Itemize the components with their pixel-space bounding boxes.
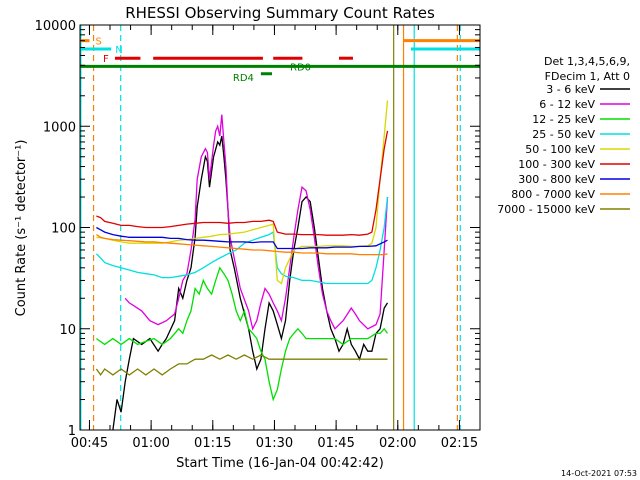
y-tick-label: 10000 bbox=[35, 19, 76, 34]
x-tick-label: 01:15 bbox=[194, 436, 231, 451]
x-tick-label: 01:30 bbox=[256, 436, 293, 451]
flag-label: RD4 bbox=[233, 73, 254, 84]
series-layer bbox=[95, 100, 389, 430]
x-axis: 00:45 01:00 01:15 01:30 01:45 02:00 02:15 bbox=[71, 25, 481, 451]
legend-entry-label: 25 - 50 keV bbox=[532, 128, 595, 141]
y-tick-label: 1 bbox=[68, 424, 76, 439]
flag-label: N bbox=[115, 45, 122, 56]
chart-title: RHESSI Observing Summary Count Rates bbox=[125, 4, 435, 22]
flag-label: F bbox=[103, 54, 109, 65]
x-tick-label: 01:45 bbox=[317, 436, 354, 451]
legend-entry-label: 300 - 800 keV bbox=[518, 173, 595, 186]
flag-label: S bbox=[95, 37, 101, 48]
legend-entry-label: 12 - 25 keV bbox=[532, 113, 595, 126]
legend: Det 1,3,4,5,6,9, FDecim 1, Att 03 - 6 keV… bbox=[497, 55, 630, 216]
y-tick-label: 100 bbox=[51, 222, 76, 237]
x-tick-label: 02:15 bbox=[441, 436, 478, 451]
x-tick-label: 00:45 bbox=[71, 436, 108, 451]
x-axis-label: Start Time (16-Jan-04 00:42:42) bbox=[176, 456, 384, 471]
series-line bbox=[96, 226, 388, 250]
y-axis-label: Count Rate (s⁻¹ detector⁻¹) bbox=[14, 140, 29, 317]
vertical-markers bbox=[80, 25, 461, 430]
series-line bbox=[96, 130, 389, 236]
legend-entry-label: 3 - 6 keV bbox=[546, 83, 595, 96]
y-tick-label: 1000 bbox=[43, 120, 76, 135]
series-line bbox=[95, 354, 388, 377]
x-tick-label: 01:00 bbox=[132, 436, 169, 451]
legend-header: FDecim 1, Att 0 bbox=[545, 70, 630, 83]
legend-entry-label: 800 - 7000 keV bbox=[511, 188, 595, 201]
series-line bbox=[96, 100, 389, 285]
x-tick-label: 02:00 bbox=[379, 436, 416, 451]
series-line bbox=[96, 266, 389, 402]
legend-entry-label: 6 - 12 keV bbox=[539, 98, 595, 111]
legend-entry-label: 100 - 300 keV bbox=[518, 158, 595, 171]
footer-date: 14-Oct-2021 07:53 bbox=[561, 469, 637, 478]
legend-header: Det 1,3,4,5,6,9, bbox=[544, 55, 630, 68]
legend-entry-label: 7000 - 15000 keV bbox=[497, 203, 595, 216]
series-line bbox=[96, 234, 388, 256]
plot-area: S NF RD0 RD4 bbox=[79, 24, 481, 431]
flag-label: RD0 bbox=[290, 62, 311, 73]
legend-entry-label: 50 - 100 keV bbox=[525, 143, 595, 156]
y-axis: 1 10 100 1000 10000 bbox=[35, 19, 480, 439]
series-line bbox=[95, 196, 389, 285]
y-tick-label: 10 bbox=[59, 323, 76, 338]
flag-overlays: S NF RD0 RD4 bbox=[80, 37, 480, 84]
